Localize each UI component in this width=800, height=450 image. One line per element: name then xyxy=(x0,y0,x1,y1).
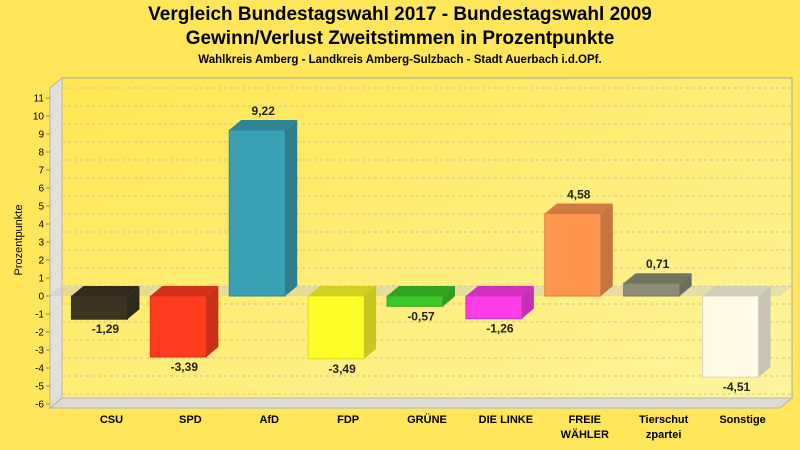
gridline-side xyxy=(49,123,63,135)
data-label: 4,58 xyxy=(567,188,591,202)
y-axis-label: Prozentpunkte xyxy=(13,205,25,276)
bar-front xyxy=(544,213,602,297)
y-tick-label: -2 xyxy=(35,328,44,339)
gridline-side xyxy=(49,357,63,369)
x-tick-label: GRÜNE xyxy=(407,413,447,426)
bar-top xyxy=(465,286,534,296)
y-tick-label: 10 xyxy=(33,112,45,123)
y-tick-label: 2 xyxy=(38,256,44,267)
data-label: -1,26 xyxy=(486,322,514,336)
gridline-side xyxy=(49,177,63,189)
x-tick-label: Sonstige xyxy=(719,414,765,426)
plot-left-wall xyxy=(49,76,63,410)
gridline-side xyxy=(49,87,63,99)
bar-top xyxy=(387,286,455,296)
x-tick-label: WÄHLER xyxy=(561,428,609,441)
gridline-side xyxy=(49,105,63,117)
bar-5 xyxy=(465,286,534,320)
bar-front xyxy=(465,295,523,320)
bar-2 xyxy=(228,120,298,297)
bar-side xyxy=(521,286,534,319)
y-tick-label: -3 xyxy=(35,346,44,357)
bar-top xyxy=(544,203,613,214)
bar-side xyxy=(206,286,219,358)
gridline-side xyxy=(49,321,63,333)
bar-top xyxy=(702,286,771,296)
bar-side xyxy=(443,286,455,307)
chart-region-subtitle: Wahlkreis Amberg - Landkreis Amberg-Sulz… xyxy=(198,54,602,66)
bar-top xyxy=(150,286,219,296)
bar-side xyxy=(600,203,613,296)
bar-1 xyxy=(149,286,219,358)
y-tick-label: -5 xyxy=(35,382,44,393)
data-label: -3,39 xyxy=(171,360,199,374)
bar-front xyxy=(149,295,207,358)
bar-0 xyxy=(70,286,140,320)
bar-top xyxy=(229,120,298,131)
bar-front xyxy=(228,129,286,297)
x-tick-label: AfD xyxy=(259,414,279,426)
bar-side xyxy=(364,286,377,359)
data-label: -4,51 xyxy=(723,380,751,394)
bar-side xyxy=(679,273,692,296)
x-tick-label: zpartei xyxy=(646,429,681,441)
data-label: -3,49 xyxy=(328,362,356,376)
bar-4 xyxy=(386,286,455,307)
x-tick-label: DIE LINKE xyxy=(479,414,533,426)
gridline-side xyxy=(49,231,63,243)
gridline-side xyxy=(49,375,63,387)
gridline-side xyxy=(49,249,63,261)
data-label: 9,22 xyxy=(252,104,276,118)
gridline-side xyxy=(49,267,63,279)
bar-front xyxy=(386,295,444,307)
chart-subtitle: Gewinn/Verlust Zweitstimmen in Prozentpu… xyxy=(185,28,615,49)
bar-6 xyxy=(544,203,613,297)
gridline-side xyxy=(49,159,63,171)
bar-front xyxy=(70,295,128,320)
bar-3 xyxy=(307,286,377,360)
gridline-side xyxy=(49,213,63,225)
x-tick-label: FDP xyxy=(337,414,359,426)
data-label: 0,71 xyxy=(646,257,670,271)
gridline-side xyxy=(49,339,63,351)
y-tick-label: 4 xyxy=(38,220,44,231)
y-tick-label: 6 xyxy=(38,184,44,195)
y-tick-label: 7 xyxy=(38,166,44,177)
bar-side xyxy=(758,286,771,378)
y-tick-label: -1 xyxy=(35,310,44,321)
bar-7 xyxy=(623,273,692,297)
x-tick-label: FREIE xyxy=(569,414,601,426)
bar-front xyxy=(623,282,681,297)
y-tick-label: 5 xyxy=(38,202,44,213)
x-tick-label: SPD xyxy=(179,414,202,426)
bar-8 xyxy=(702,286,771,378)
gridline-side xyxy=(49,393,63,405)
y-tick-label: 1 xyxy=(38,274,44,285)
chart-title: Vergleich Bundestagswahl 2017 - Bundesta… xyxy=(148,4,652,25)
y-tick-label: 9 xyxy=(38,130,44,141)
data-label: -1,29 xyxy=(92,322,120,336)
bar-side xyxy=(127,286,140,320)
y-tick-label: 0 xyxy=(38,292,44,303)
bar-front xyxy=(702,295,760,378)
gridline-side xyxy=(49,285,63,297)
y-tick-label: -6 xyxy=(35,400,44,411)
x-tick-label: CSU xyxy=(100,414,123,426)
plot-floor xyxy=(48,397,794,409)
y-tick-label: 3 xyxy=(38,238,44,249)
bar-top xyxy=(71,286,140,296)
bar-top xyxy=(623,273,692,284)
x-tick-label: Tierschut xyxy=(639,414,689,426)
bar-front xyxy=(307,295,365,360)
gridline-side xyxy=(49,303,63,315)
y-tick-label: 8 xyxy=(38,148,44,159)
data-label: -0,57 xyxy=(407,309,435,323)
bar-side xyxy=(285,120,298,296)
y-tick-label: -4 xyxy=(35,364,44,375)
bar-top xyxy=(308,286,377,296)
gridline-side xyxy=(49,195,63,207)
gridline-side xyxy=(49,141,63,153)
y-tick-label: 11 xyxy=(34,94,45,105)
